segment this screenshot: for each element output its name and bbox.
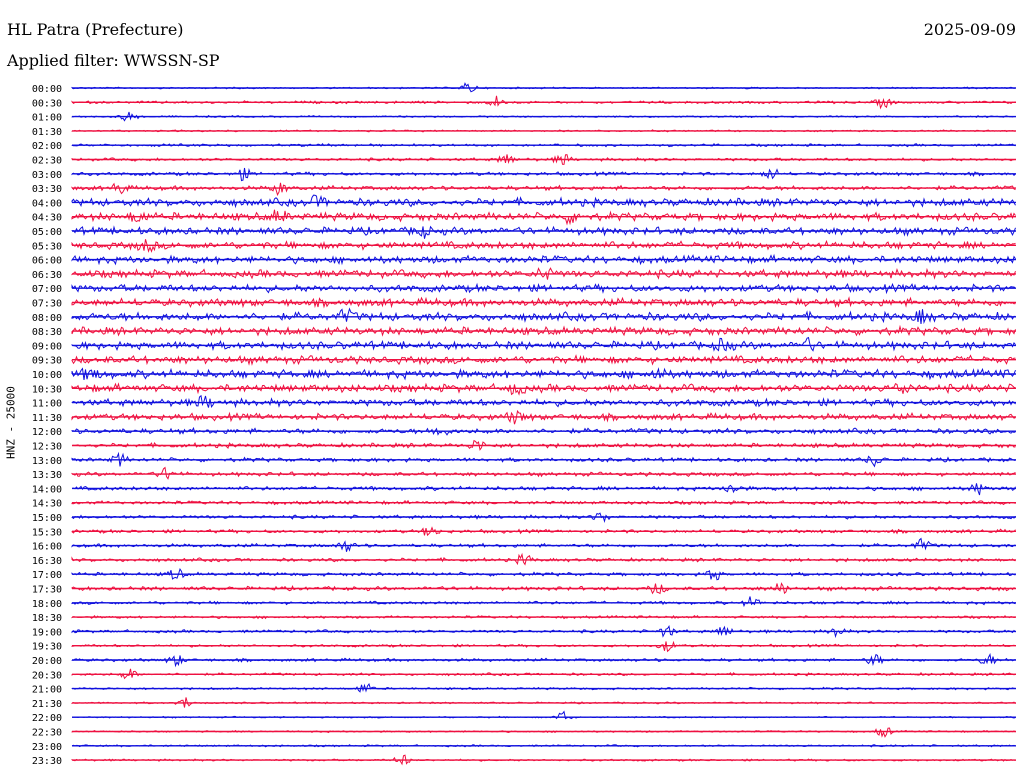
time-label: 07:30 [32, 299, 62, 310]
time-label: 21:30 [32, 699, 62, 710]
trace-line [71, 336, 1016, 352]
time-label: 11:30 [32, 413, 62, 424]
time-label: 16:30 [32, 556, 62, 567]
time-label: 12:30 [32, 442, 62, 453]
filter-label: Applied filter: WWSSN-SP [7, 51, 220, 70]
time-label: 04:30 [32, 213, 62, 224]
trace-line [71, 483, 1016, 496]
time-label: 13:00 [32, 456, 62, 467]
time-label: 00:30 [32, 98, 62, 109]
time-label: 01:30 [32, 127, 62, 138]
time-label: 02:30 [32, 156, 62, 167]
trace-line [71, 409, 1016, 425]
time-label: 17:30 [32, 585, 62, 596]
trace-line [71, 225, 1016, 239]
trace-line [71, 668, 1016, 680]
time-label: 23:00 [32, 742, 62, 753]
time-label: 22:00 [32, 713, 62, 724]
trace-line [71, 382, 1016, 396]
time-label: 01:00 [32, 113, 62, 124]
trace-line [71, 582, 1016, 595]
time-label: 23:30 [32, 756, 62, 767]
time-label: 16:00 [32, 542, 62, 553]
time-label: 06:30 [32, 270, 62, 281]
time-label: 04:00 [32, 198, 62, 209]
time-label: 08:00 [32, 313, 62, 324]
time-label: 21:00 [32, 685, 62, 696]
time-label: 14:00 [32, 484, 62, 495]
time-label: 03:30 [32, 184, 62, 195]
time-label: 12:00 [32, 427, 62, 438]
time-label: 15:30 [32, 527, 62, 538]
trace-line [71, 466, 1016, 480]
time-label: 15:00 [32, 513, 62, 524]
time-label: 07:00 [32, 284, 62, 295]
time-label: 18:30 [32, 613, 62, 624]
time-label: 09:30 [32, 356, 62, 367]
time-label: 14:30 [32, 499, 62, 510]
time-label: 11:00 [32, 399, 62, 410]
time-label: 08:30 [32, 327, 62, 338]
time-label: 06:00 [32, 256, 62, 267]
trace-line [71, 354, 1016, 366]
time-label: 19:30 [32, 642, 62, 653]
trace-line [71, 727, 1016, 738]
trace-line [71, 194, 1016, 209]
time-label: 22:30 [32, 728, 62, 739]
time-label: 05:30 [32, 241, 62, 252]
date-label: 2025-09-09 [923, 20, 1016, 39]
time-label: 19:00 [32, 627, 62, 638]
trace-line [71, 394, 1016, 409]
station-title: HL Patra (Prefecture) [7, 20, 184, 39]
time-label: 10:00 [32, 370, 62, 381]
time-label: 17:00 [32, 570, 62, 581]
time-label: 00:00 [32, 84, 62, 95]
trace-line [71, 307, 1016, 325]
trace-line [71, 596, 1016, 608]
time-label: 20:00 [32, 656, 62, 667]
time-label: 10:30 [32, 384, 62, 395]
time-label: 20:30 [32, 670, 62, 681]
time-label: 18:00 [32, 599, 62, 610]
trace-line [71, 267, 1016, 280]
time-label: 05:00 [32, 227, 62, 238]
trace-line [71, 296, 1016, 309]
time-label: 02:00 [32, 141, 62, 152]
trace-line [71, 253, 1016, 266]
time-label: 09:00 [32, 341, 62, 352]
time-label: 13:30 [32, 470, 62, 481]
time-label: 03:00 [32, 170, 62, 181]
